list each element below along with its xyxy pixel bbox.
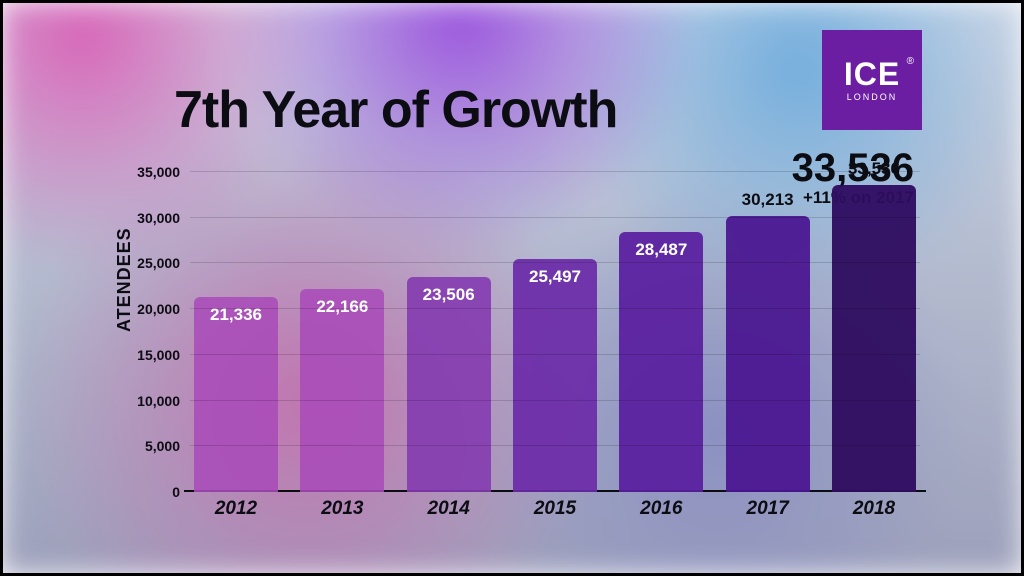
gridline	[190, 445, 920, 446]
gridline	[190, 354, 920, 355]
y-tick-label: 35,000	[137, 164, 190, 180]
bar-chart: 21,33622,16623,50625,49728,48730,21333,5…	[190, 172, 920, 492]
bar-value-label: 30,213	[726, 190, 810, 210]
bar	[407, 277, 491, 492]
bar	[619, 232, 703, 492]
x-tick-label: 2013	[300, 498, 384, 520]
x-tick-label: 2015	[513, 498, 597, 520]
gridline	[190, 217, 920, 218]
brand-logo: ® ICE LONDON	[822, 30, 922, 130]
bar-container: 21,33622,16623,50625,49728,48730,21333,5…	[190, 172, 920, 492]
y-tick-label: 25,000	[137, 255, 190, 271]
x-tick-label: 2017	[726, 498, 810, 520]
chart-title: 7th Year of Growth	[174, 80, 617, 140]
content-layer: 7th Year of Growth ® ICE LONDON 33,536 +…	[0, 0, 1024, 576]
bar	[300, 289, 384, 492]
gridline	[190, 171, 920, 172]
x-tick-label: 2016	[619, 498, 703, 520]
gridline	[190, 400, 920, 401]
bar	[194, 297, 278, 492]
y-tick-label: 10,000	[137, 393, 190, 409]
bar-value-label: 28,487	[619, 240, 703, 260]
y-tick-label: 15,000	[137, 347, 190, 363]
chart-frame: 7th Year of Growth ® ICE LONDON 33,536 +…	[0, 0, 1024, 576]
bar-2015: 25,497	[513, 259, 597, 492]
logo-subtext: LONDON	[847, 92, 898, 102]
y-axis-label: ATENDEES	[114, 227, 135, 332]
y-tick-label: 30,000	[137, 210, 190, 226]
bar-2012: 21,336	[194, 297, 278, 492]
x-axis-labels: 2012 2013 2014 2015 2016 2017 2018	[190, 498, 920, 520]
bar-value-label: 33,536	[832, 159, 916, 179]
gridline	[190, 262, 920, 263]
x-tick-label: 2018	[832, 498, 916, 520]
registered-mark: ®	[907, 56, 914, 67]
y-tick-label: 20,000	[137, 301, 190, 317]
bar-value-label: 25,497	[513, 267, 597, 287]
bar	[513, 259, 597, 492]
logo-text: ICE	[844, 58, 900, 90]
gridline	[190, 308, 920, 309]
x-tick-label: 2012	[194, 498, 278, 520]
bar-2014: 23,506	[407, 277, 491, 492]
y-tick-label: 0	[172, 484, 190, 500]
y-tick-label: 5,000	[145, 438, 190, 454]
bar-value-label: 23,506	[407, 285, 491, 305]
bar-2016: 28,487	[619, 232, 703, 492]
bar-2013: 22,166	[300, 289, 384, 492]
x-tick-label: 2014	[407, 498, 491, 520]
